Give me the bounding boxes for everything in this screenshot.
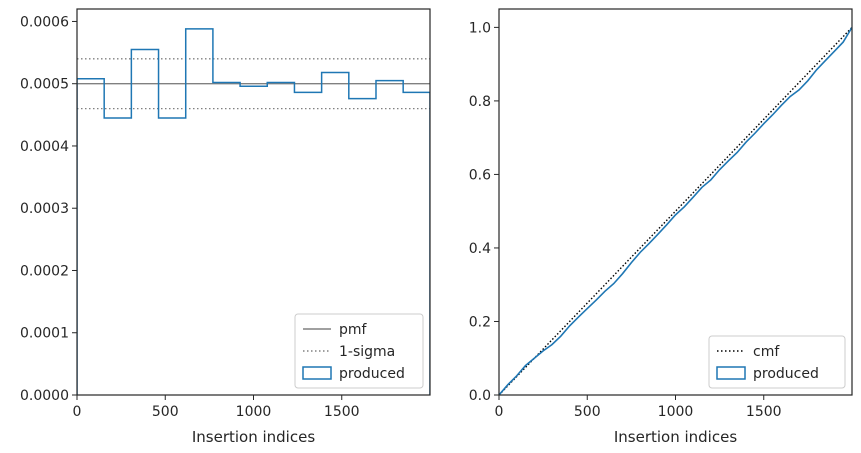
x-axis-label: Insertion indices: [192, 428, 315, 446]
legend-label: produced: [753, 366, 819, 382]
cmf-line: [499, 26, 852, 395]
y-tick-label: 1.0: [469, 20, 491, 36]
x-tick-label: 0: [73, 404, 82, 420]
legend-label: 1-sigma: [339, 344, 395, 360]
x-tick-label: 1500: [746, 404, 782, 420]
y-tick-label: 0.0006: [20, 14, 69, 30]
x-tick-label: 1000: [658, 404, 694, 420]
legend-box: [294, 313, 424, 389]
x-axis-label: Insertion indices: [614, 428, 737, 446]
data-layer: [499, 26, 852, 395]
left-panel-pmf-chart: 0 500 1000 1500 0.0000 0.0001 0.0002 0.0003 0.00…: [20, 8, 431, 446]
y-tick-label: 0.0: [469, 388, 491, 404]
y-tick-label: 0.0001: [20, 326, 69, 342]
legend: pmf 1-sigma produced: [294, 313, 424, 389]
y-tick-label: 0.2: [469, 314, 491, 330]
legend-swatch-produced: [716, 366, 746, 380]
y-tick-label: 0.4: [469, 241, 491, 257]
y-tick-label: 0.0005: [20, 77, 69, 93]
legend: cmf produced: [708, 335, 846, 389]
legend-label: produced: [339, 366, 405, 382]
x-tick-label: 500: [152, 404, 179, 420]
legend-swatch-produced: [302, 366, 332, 380]
produced-cumulative-line: [499, 26, 852, 395]
legend-label: pmf: [339, 322, 368, 338]
y-tick-label: 0.0004: [20, 139, 69, 155]
y-tick-label: 0.0003: [20, 201, 69, 217]
right-panel-cmf-chart: 0 500 1000 1500 0.0 0.2 0.4 0.6 0.8 1.0 Insertion …: [469, 8, 853, 446]
x-tick-label: 500: [574, 404, 601, 420]
y-tick-label: 0.6: [469, 167, 491, 183]
produced-histogram: [77, 28, 430, 395]
x-tick-label: 1500: [324, 404, 360, 420]
x-tick-label: 0: [495, 404, 504, 420]
y-tick-label: 0.8: [469, 94, 491, 110]
x-tick-label: 1000: [236, 404, 272, 420]
data-layer: [77, 28, 430, 395]
y-tick-label: 0.0002: [20, 263, 69, 279]
legend-box: [708, 335, 846, 389]
legend-label: cmf: [753, 344, 780, 360]
y-tick-label: 0.0000: [20, 388, 69, 404]
